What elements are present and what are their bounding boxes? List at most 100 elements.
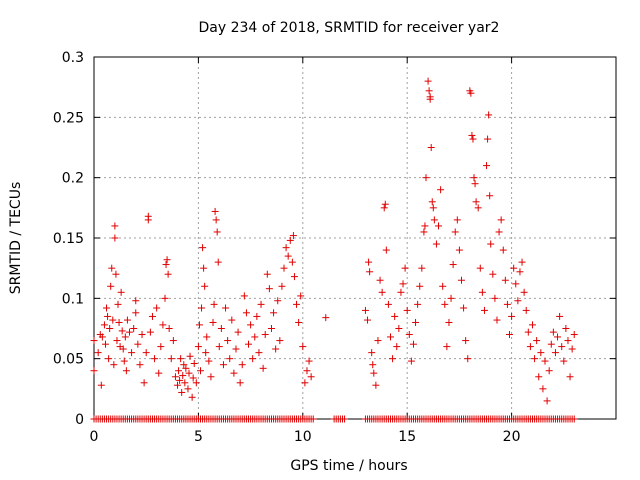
data-point: [439, 282, 447, 290]
data-point: [414, 300, 422, 308]
data-point: [138, 331, 146, 339]
data-point: [485, 111, 493, 119]
data-point: [437, 186, 445, 194]
data-point: [174, 381, 182, 389]
data-point: [188, 393, 196, 401]
data-point: [395, 325, 403, 332]
data-point: [426, 93, 434, 101]
y-axis-label: SRMTID / TECUs: [8, 182, 24, 295]
data-point: [510, 264, 518, 272]
data-point: [240, 292, 248, 300]
data-point: [155, 369, 163, 377]
data-point: [451, 228, 459, 236]
data-point: [493, 316, 501, 324]
data-point: [369, 361, 377, 369]
data-point: [364, 316, 372, 324]
data-point: [568, 345, 576, 353]
data-point: [192, 379, 200, 387]
data-point: [179, 372, 187, 380]
data-point: [282, 244, 290, 252]
data-point: [491, 294, 499, 302]
data-point: [185, 369, 193, 377]
data-point: [106, 325, 114, 332]
data-point: [228, 316, 236, 324]
data-point: [90, 367, 98, 375]
data-point: [132, 297, 140, 305]
data-point: [478, 288, 486, 296]
data-point: [486, 192, 494, 200]
data-point: [526, 343, 534, 351]
data-point: [309, 415, 317, 423]
data-point: [405, 331, 413, 339]
data-point: [425, 87, 433, 95]
data-point: [467, 89, 475, 97]
data-point: [128, 349, 136, 357]
data-point: [259, 364, 267, 372]
data-point: [165, 325, 173, 332]
data-point: [180, 361, 188, 369]
data-point: [113, 337, 121, 345]
data-point: [522, 306, 530, 314]
data-point: [163, 256, 171, 264]
data-point: [224, 337, 232, 345]
data-point: [460, 304, 468, 312]
data-point: [230, 369, 238, 377]
data-point: [184, 385, 192, 393]
data-point: [189, 374, 197, 382]
data-point: [286, 236, 294, 244]
data-point: [445, 318, 453, 326]
data-point: [118, 327, 126, 335]
data-point: [416, 282, 424, 290]
x-tick-label: 15: [398, 429, 416, 445]
data-point: [295, 318, 303, 326]
data-point: [381, 200, 389, 208]
data-point: [397, 288, 405, 296]
data-point: [401, 264, 409, 272]
data-point: [518, 258, 526, 266]
data-point: [181, 379, 189, 387]
data-point: [255, 349, 263, 357]
data-point: [214, 258, 222, 266]
data-point: [484, 135, 492, 143]
data-point: [462, 337, 470, 345]
data-point: [514, 297, 522, 305]
data-point: [159, 321, 167, 329]
data-point: [222, 304, 230, 312]
data-point: [393, 343, 401, 351]
data-point: [212, 216, 220, 224]
data-point: [483, 162, 491, 170]
y-tick-label: 0: [75, 412, 84, 428]
data-point: [391, 312, 399, 320]
data-point: [151, 355, 159, 363]
data-point: [200, 264, 208, 272]
data-point: [469, 135, 477, 143]
data-point: [380, 204, 388, 212]
data-point: [403, 306, 411, 314]
data-point: [119, 345, 127, 353]
data-point: [140, 379, 148, 387]
data-point: [109, 316, 117, 324]
data-point: [341, 415, 349, 423]
data-point: [177, 355, 185, 363]
data-point: [366, 268, 374, 276]
data-point: [464, 355, 472, 363]
data-point: [115, 318, 123, 326]
data-point: [164, 270, 172, 278]
y-tick-label: 0.15: [53, 231, 84, 247]
data-point: [427, 144, 435, 151]
data-point: [307, 373, 315, 381]
data-point: [471, 180, 479, 188]
data-point: [198, 304, 206, 312]
data-point: [537, 349, 545, 357]
data-point: [196, 367, 204, 375]
data-point: [105, 355, 113, 363]
data-point: [539, 385, 547, 393]
data-point: [236, 379, 244, 387]
data-point: [132, 309, 140, 317]
data-point: [549, 328, 557, 336]
y-tick-label: 0.3: [62, 50, 84, 66]
data-point: [303, 367, 311, 375]
data-point: [564, 337, 572, 345]
data-point: [554, 333, 562, 341]
data-point: [384, 300, 392, 308]
